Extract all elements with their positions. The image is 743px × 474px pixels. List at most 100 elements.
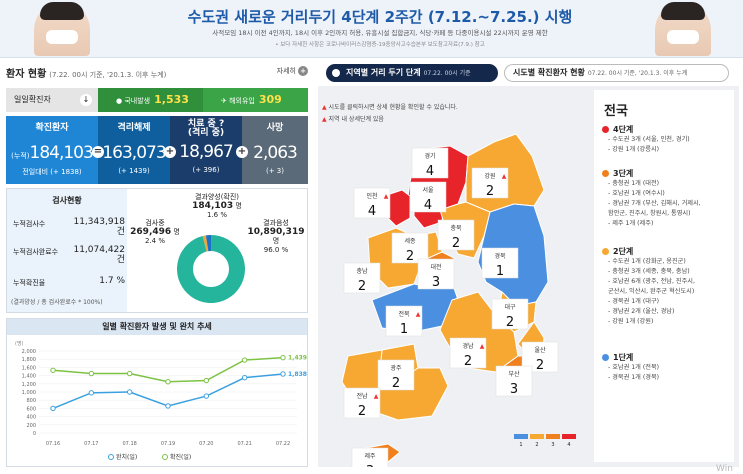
overseas-label: 해외유입 [229,97,255,105]
y-tick-label: 200 [26,423,36,429]
alert-icon: ▲ [416,311,421,318]
negative-label-block: 결과음성 10,890,319 명 96.0 % [245,219,307,255]
region-name: 경기 [424,152,435,160]
card-title: 확진환자 [35,123,69,133]
region-label-box [377,359,415,391]
overseas-box: ✈ 해외유입 309 [203,88,308,112]
test-row-label: 누적확진율 [13,279,46,287]
testing-unit: 명 [173,228,180,236]
nation-title: 전국 [604,104,628,119]
card-title: 사망 [266,123,284,133]
tab-confirmed-by-region[interactable]: 시도별 확진환자 현황 07.22. 00시 기준, '20.1.3. 이후 누계 [504,64,729,82]
legend-dot-icon [602,170,609,177]
note-text: 시도를 클릭하시면 상세 현황을 확인할 수 있습니다. [328,104,458,111]
scale-label: 4 [567,442,571,448]
scale-label: 1 [519,442,523,448]
region-label[interactable]: 경기 4 [411,147,449,179]
region-name: 인천 [366,192,377,200]
testing-pct: 2.4 % [144,237,165,245]
legend-item: - 충청권 3개 (세종, 충북, 충남) [608,268,690,275]
banner-note: • 보다 자세한 사항은 코로나바이러스감염증-19중앙사고수습본부 보도참고자… [275,42,485,48]
y-tick-label: 1,600 [22,365,36,371]
test-row-unit: 건 [116,255,125,265]
alert-icon: ▲ [502,173,507,180]
region-label-box [343,387,381,419]
region-label[interactable]: 광주 2 [377,359,415,391]
status-title: 환자 현황 [6,69,47,80]
region-level: 2 [486,184,494,199]
region-label[interactable]: 강원 ▲ 2 [471,167,509,199]
tab-label: 지역별 거리 두기 단계 [346,68,421,77]
region-level: 2 [358,404,366,419]
region-label-box [391,232,429,264]
tab-distancing-level[interactable]: 지역별 거리 두기 단계 07.22. 00시 기준 [326,64,498,82]
legend-item: - 경남권 2개 (울산, 경남) [608,308,675,315]
region-label-box [481,247,519,279]
daily-label-box[interactable]: 일일확진자 ↓ [6,88,98,112]
data-point [165,379,171,385]
legend-heading: 1단계 [602,352,732,363]
positive-value: 184,103 [192,201,234,211]
official-photo-left [34,2,90,56]
data-point [203,393,210,399]
region-name: 울산 [534,346,546,354]
data-point [126,370,133,377]
region-label[interactable]: 전북 ▲ 1 [385,305,423,337]
region-name: 충북 [450,224,462,232]
data-point [241,374,248,381]
donut-slice [202,235,209,252]
region-label-box [437,219,475,251]
region-label[interactable]: 충남 2 [343,262,381,294]
region-label[interactable]: 충북 2 [437,219,475,251]
region-name: 전남 [356,392,368,400]
region-label[interactable]: 세종 2 [391,232,429,264]
more-label[interactable]: 자세히 [276,67,296,75]
donut-slice [176,235,245,303]
region-label-box [449,337,487,369]
negative-value: 10,890,319 [247,227,305,237]
region-label[interactable]: 인천 ▲ 4 [353,187,391,219]
region-label[interactable]: 제주 3 [351,447,389,467]
legend-item: - 강원 1개 (강릉시) [608,146,660,153]
positive-unit: 명 [235,202,242,210]
region-label[interactable]: 서울 4 [409,181,447,213]
arrow-down-icon[interactable]: ↓ [80,94,92,106]
plus-icon[interactable]: + [298,66,308,76]
top-banner[interactable]: 수도권 새로운 거리두기 4단계 2주간 (7.12.~7.25.) 시행 사적… [0,0,743,58]
banner-subtitle: 사적모임 18시 이전 4인까지, 18시 이후 2인까지 허용, 유흥시설 집… [212,29,548,37]
region-name: 강원 [484,172,495,180]
legend-item: - 제주 1개 (제주) [608,220,654,227]
y-tick-label: 2,000 [22,349,36,355]
test-row-value: 11,074,422 [73,245,125,255]
region-label[interactable]: 부산 3 [495,365,533,397]
map-note-click: ▲ 시도를 클릭하시면 상세 현황을 확인할 수 있습니다. [322,102,458,111]
donut-svg [176,235,245,303]
legend-label: 완치(일) [116,453,137,461]
domestic-icon: ● [116,97,123,105]
region-label[interactable]: 경남 ▲ 2 [449,337,487,369]
y-tick-label: 1,400 [22,374,36,380]
help-icon[interactable]: ? [218,119,225,129]
region-label[interactable]: 대구 2 [491,298,529,330]
trend-chart: (명) 0 200 400 600 800 1,000 1,200 1,400 1,600 1,80… [15,340,307,461]
legend-marker [108,454,114,460]
legend-group: 1단계 - 호남권 1개 (전북) - 경북권 1개 (경북) [602,352,732,383]
card-title: 치료 중 [187,119,216,129]
x-tick-label: 07.17 [84,441,98,447]
region-name: 대전 [430,263,441,271]
region-label[interactable]: 경북 1 [481,247,519,279]
more-link[interactable]: 자세히 + [277,66,308,76]
region-level: 3 [432,275,440,290]
legend-item: - 경남권 7개 (부산, 김해시, 거제시, [608,200,701,207]
region-label[interactable]: 전남 ▲ 2 [343,387,381,419]
legend-item: - 호남권 6개 (광주, 전남, 진주시, [608,278,695,285]
scale-label: 2 [535,442,539,448]
data-point [50,405,56,412]
region-label[interactable]: 대전 3 [417,258,455,290]
trend-chart-panel: 일별 확진환자 발생 및 완치 추세 (명) 0 200 400 600 800 1,000… [6,318,308,467]
daily-confirmed-bar: 일일확진자 ↓ ● 국내발생 1,533 ✈ 해외유입 309 [6,88,308,112]
test-row-value: 1.7 [99,276,114,286]
y-tick-label: 1,000 [22,390,36,396]
test-formula: (결과양성 / 총 검사완료수 * 100%) [11,299,103,306]
